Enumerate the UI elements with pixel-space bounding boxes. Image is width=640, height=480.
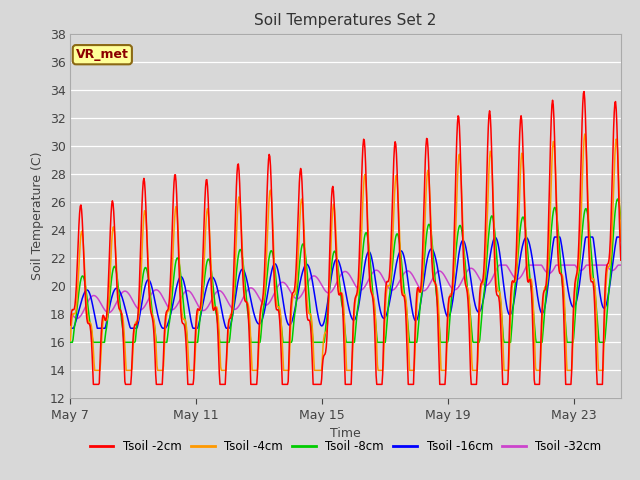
Tsoil -32cm — [67, 309, 74, 314]
Tsoil -2cm — [374, 382, 382, 387]
Tsoil -32cm — [303, 282, 310, 288]
Tsoil -4cm — [67, 338, 74, 344]
Tsoil -32cm — [495, 262, 503, 268]
Tsoil -4cm — [581, 131, 589, 137]
Line: Tsoil -2cm: Tsoil -2cm — [70, 92, 621, 384]
Tsoil -32cm — [342, 269, 350, 275]
Tsoil -16cm — [302, 262, 310, 267]
Tsoil -2cm — [580, 89, 588, 95]
Tsoil -4cm — [303, 288, 310, 294]
Tsoil -32cm — [438, 269, 445, 275]
Tsoil -4cm — [207, 257, 214, 263]
Tsoil -8cm — [614, 196, 621, 202]
Text: VR_met: VR_met — [76, 48, 129, 61]
Tsoil -16cm — [341, 287, 349, 293]
X-axis label: Time: Time — [330, 427, 361, 440]
Tsoil -8cm — [67, 339, 74, 345]
Tsoil -4cm — [617, 238, 625, 244]
Tsoil -4cm — [438, 368, 445, 373]
Tsoil -8cm — [617, 216, 625, 222]
Tsoil -4cm — [91, 368, 99, 373]
Tsoil -2cm — [90, 382, 97, 387]
Tsoil -4cm — [377, 368, 385, 373]
Line: Tsoil -4cm: Tsoil -4cm — [70, 134, 621, 371]
Tsoil -32cm — [617, 262, 625, 268]
Tsoil -2cm — [207, 272, 214, 278]
Tsoil -16cm — [617, 234, 625, 240]
Tsoil -32cm — [377, 271, 385, 276]
Tsoil -32cm — [374, 268, 382, 274]
Tsoil -2cm — [303, 308, 310, 313]
Tsoil -2cm — [67, 322, 74, 328]
Tsoil -16cm — [550, 234, 558, 240]
Tsoil -16cm — [376, 307, 384, 312]
Line: Tsoil -8cm: Tsoil -8cm — [70, 199, 621, 342]
Tsoil -8cm — [374, 339, 381, 345]
Y-axis label: Soil Temperature (C): Soil Temperature (C) — [31, 152, 44, 280]
Tsoil -8cm — [376, 339, 384, 345]
Tsoil -16cm — [437, 286, 445, 292]
Tsoil -16cm — [206, 275, 214, 281]
Tsoil -2cm — [377, 382, 385, 387]
Tsoil -32cm — [73, 315, 81, 321]
Tsoil -4cm — [342, 356, 350, 361]
Tsoil -16cm — [374, 291, 381, 297]
Line: Tsoil -32cm: Tsoil -32cm — [70, 265, 621, 318]
Tsoil -8cm — [206, 261, 214, 266]
Title: Soil Temperatures Set 2: Soil Temperatures Set 2 — [255, 13, 436, 28]
Tsoil -8cm — [341, 330, 349, 336]
Tsoil -8cm — [437, 339, 445, 345]
Tsoil -2cm — [438, 382, 445, 387]
Tsoil -2cm — [617, 257, 625, 263]
Tsoil -16cm — [67, 325, 74, 331]
Tsoil -8cm — [302, 256, 310, 262]
Line: Tsoil -16cm: Tsoil -16cm — [70, 237, 621, 328]
Tsoil -4cm — [374, 368, 382, 373]
Legend: Tsoil -2cm, Tsoil -4cm, Tsoil -8cm, Tsoil -16cm, Tsoil -32cm: Tsoil -2cm, Tsoil -4cm, Tsoil -8cm, Tsoi… — [85, 436, 606, 458]
Tsoil -32cm — [207, 299, 214, 304]
Tsoil -2cm — [342, 382, 350, 387]
